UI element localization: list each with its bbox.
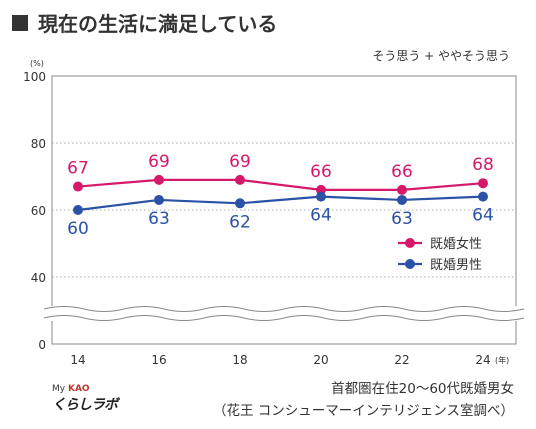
series-line-1: [77, 178, 484, 191]
series-2-label-18: 62: [229, 212, 251, 232]
title-block: 現在の生活に満足している: [12, 8, 277, 37]
logo-brand: KAO: [67, 384, 90, 394]
x-tick-label-20: 20: [313, 353, 328, 367]
y-tick-label-100: 100: [23, 70, 46, 84]
brand-logo: My KAO くらしラボ: [52, 384, 118, 414]
legend-marker-2: [405, 259, 415, 269]
series-1-point-16: [154, 174, 164, 185]
footer-source-line-2: （花王 コンシューマーインテリジェンス室調べ）: [212, 403, 514, 419]
series-1-label-24: 68: [472, 155, 494, 175]
series-1-label-22: 66: [391, 162, 413, 182]
x-tick-label-18: 18: [232, 353, 247, 367]
series-2-point-14: [73, 205, 83, 215]
series-1-point-18: [235, 174, 245, 185]
legend-label-2: 既婚男性: [430, 258, 482, 273]
y-unit-label: (%): [30, 59, 44, 68]
x-unit-label: (年): [495, 355, 509, 365]
title-square-icon: [12, 14, 28, 31]
series-1-label-16: 69: [148, 152, 170, 172]
x-tick-label-16: 16: [151, 353, 166, 367]
logo-top: My KAO: [52, 384, 117, 394]
footer-source-line-1: 首都圏在住20〜60代既婚男女: [331, 381, 514, 397]
series-2-label-22: 63: [391, 209, 413, 229]
series-2-point-16: [154, 194, 164, 205]
y-tick-label-60: 60: [31, 204, 46, 218]
series-1-point-22: [397, 184, 407, 195]
logo-main: くらしラボ: [52, 397, 118, 413]
series-1-point-14: [73, 181, 83, 192]
x-tick-label-14: 14: [70, 353, 85, 367]
series-2-label-20: 64: [310, 206, 332, 226]
chart-title: 現在の生活に満足している: [38, 12, 278, 36]
legend-label-1: 既婚女性: [430, 236, 482, 252]
x-tick-label-24: 24: [475, 353, 490, 367]
logo-my: My: [52, 384, 66, 394]
legend-marker-1: [405, 238, 415, 248]
series-1-label-14: 67: [67, 159, 89, 179]
y-tick-label-0: 0: [38, 338, 46, 352]
y-tick-label-40: 40: [31, 271, 46, 285]
series-2-point-24: [478, 191, 488, 202]
series-2-label-24: 64: [472, 206, 494, 226]
y-tick-label-80: 80: [31, 137, 46, 151]
axis-break-band: [44, 306, 524, 321]
axis-break-wave-upper: [43, 306, 525, 312]
series-1-point-24: [478, 178, 488, 189]
line-chart: 0 40 60 80 100 (%) 14 16 18 20 22 24 (年) 67 69 69 66 66 68…: [23, 59, 525, 367]
series-2-point-22: [397, 194, 407, 205]
series-2-point-20: [316, 191, 326, 202]
x-tick-label-22: 22: [394, 353, 409, 367]
series-1-label-18: 69: [229, 152, 251, 172]
series-2-label-14: 60: [67, 219, 89, 239]
series-1-label-20: 66: [310, 162, 332, 182]
series-line-2: [77, 195, 484, 212]
axis-break-wave-lower: [43, 315, 525, 321]
series-2-label-16: 63: [148, 209, 170, 229]
chart-subtitle: そう思う + ややそう思う: [372, 49, 510, 63]
series-2-point-18: [235, 198, 245, 209]
